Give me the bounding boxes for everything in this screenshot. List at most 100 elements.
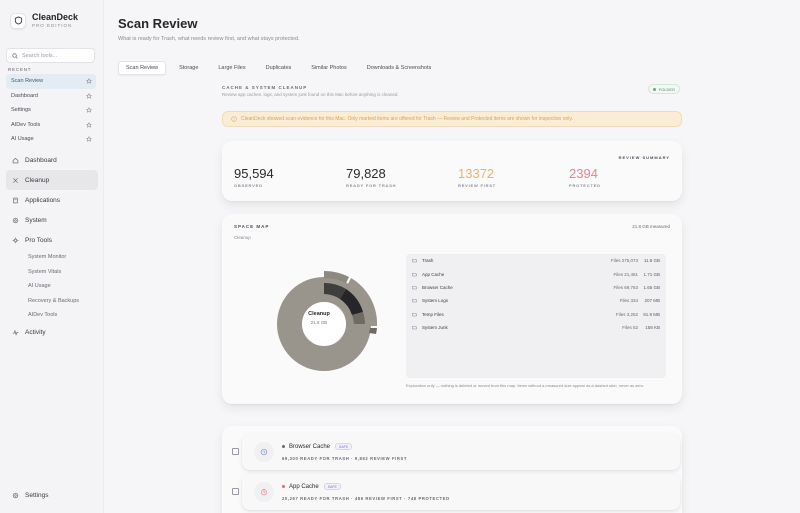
folder-row-app-cache[interactable]: App Cache Files 21,481 1.71 GB [406,267,666,280]
recent-item-settings[interactable]: Settings [6,103,96,118]
result-row[interactable]: App Cache SAFE 20,267 READY FOR TRASH · … [242,474,680,510]
tab-storage[interactable]: Storage [179,65,199,71]
stat-ready-for-trash: 79,828 READY FOR TRASH [346,167,396,189]
page-subtitle: What is ready for Trash, what needs revi… [118,36,300,42]
folder-row-browser-cache[interactable]: Browser Cache Files 69,763 1.65 GB [406,281,666,294]
warning-text: CleanDeck showed scan evidence for this … [241,116,573,122]
brand-logo-icon [10,12,26,29]
folder-size: 1.65 GB [643,284,660,290]
sub-item-ai-usage[interactable]: AI Usage [28,283,51,290]
recent-item-scan-review[interactable]: Scan Review [6,74,96,89]
folder-count: Files 275,073 [610,258,638,264]
tab-similar-photos[interactable]: Similar Photos [311,65,347,71]
nav-item-label: Dashboard [25,156,57,164]
result-title: App Cache SAFE [282,483,341,490]
tab-duplicates[interactable]: Duplicates [265,65,292,71]
donut-center-size: 21.8 GB [310,320,328,325]
stat-protected: 2394 PROTECTED [569,167,601,189]
sunburst-chart[interactable] [260,254,390,384]
summary-label: REVIEW SUMMARY [618,155,670,160]
stat-value: 13372 [458,166,495,181]
recent-item-dashboard[interactable]: Dashboard [6,89,96,104]
folder-icon [412,272,417,276]
space-map-card: SPACE MAP Cleanup 21.8 GB measured Clean… [222,214,682,404]
recent-item-label: AI Usage [11,136,34,143]
folder-icon [412,312,417,316]
folder-name: Browser Cache [422,284,453,290]
folder-badge[interactable]: FOLDER [647,84,680,94]
stat-label: REVIEW FIRST [458,183,497,188]
search-input[interactable] [22,52,92,59]
nav-item-cleanup[interactable]: Cleanup [6,170,98,190]
search-box [6,48,95,63]
nav-item-dashboard[interactable]: Dashboard [6,150,98,170]
result-meta: 20,267 READY FOR TRASH · 486 REVIEW FIRS… [282,496,450,501]
folder-name: System Junk [422,325,448,331]
star-icon[interactable] [86,121,92,128]
badge-label: FOLDER [658,86,675,92]
settings-label: Settings [25,492,49,499]
recent-label: RECENT [8,67,32,72]
folder-row-temp-files[interactable]: Temp Files Files 3,252 91.9 MB [406,308,666,321]
tab-bar: Scan Review Storage Large Files Duplicat… [118,61,444,75]
tab-scan-review[interactable]: Scan Review [118,61,167,75]
gear-icon [12,217,19,223]
select-checkbox[interactable] [232,448,239,455]
folder-name: App Cache [422,271,445,277]
nav-item-label: Cleanup [25,176,50,184]
star-icon[interactable] [86,92,92,99]
nav-item-pro-tools[interactable]: Pro Tools [6,230,98,250]
main-nav: Dashboard Cleanup Applications System Pr… [6,150,98,343]
brand: CleanDeck PRO EDITION [10,12,78,29]
gear-icon [12,492,19,499]
star-icon[interactable] [86,78,92,85]
stat-label: PROTECTED [569,183,601,188]
space-map-total: 21.8 GB measured [632,224,670,229]
sparkle-icon [13,177,18,183]
recent-item-ai-usage[interactable]: AI Usage [6,132,96,147]
sub-item-recovery-backups[interactable]: Recovery & Backups [28,297,80,304]
folder-count: Files 52 [622,325,638,331]
settings-icon [12,237,19,243]
result-meta: 69,300 READY FOR TRASH · 9,862 REVIEW FI… [282,456,408,461]
nav-item-applications[interactable]: Applications [6,190,98,210]
donut-segment-trash [324,282,346,299]
result-row[interactable]: Browser Cache SAFE 69,300 READY FOR TRAS… [242,434,680,470]
donut-outer-arc-3 [369,328,377,334]
folder-size: 91.9 MB [643,311,660,317]
folder-size: 158 KB [645,325,660,331]
bullet-icon [282,445,285,448]
warning-icon [231,116,237,122]
timer-icon [254,482,274,502]
folder-size: 11.8 GB [643,258,660,264]
search-icon [12,52,18,59]
folder-row-trash[interactable]: Trash Files 275,073 11.8 GB [406,254,666,267]
sidebar: CleanDeck PRO EDITION RECENT Scan Review… [0,0,104,513]
donut-segment-browser-cache [352,312,365,324]
star-icon[interactable] [86,107,92,114]
recent-item-aidev-tools[interactable]: AIDev Tools [6,118,96,133]
folder-count: Files 21,481 [613,271,638,277]
brand-name: CleanDeck [32,12,79,22]
recent-item-label: Settings [11,107,31,114]
tab-large-files[interactable]: Large Files [218,65,246,71]
clock-icon [254,442,274,462]
safe-tag: SAFE [323,483,341,490]
sub-item-system-monitor[interactable]: System Monitor [28,254,67,261]
folder-icon [412,259,417,263]
nav-item-label: Pro Tools [25,236,52,244]
page-title: Scan Review [118,16,198,31]
sub-item-aidev-tools[interactable]: AIDev Tools [28,312,58,319]
settings-button[interactable]: Settings [12,492,49,499]
nav-item-activity[interactable]: Activity [6,323,98,343]
select-checkbox[interactable] [232,488,239,495]
folder-row-system-logs[interactable]: System Logs Files 334 207 MB [406,294,666,307]
nav-item-system[interactable]: System [6,210,98,230]
stat-value: 95,594 [234,166,274,181]
tab-downloads-screenshots[interactable]: Downloads & Screenshots [366,65,432,71]
sub-item-system-vitals[interactable]: System Vitals [28,268,62,275]
star-icon[interactable] [86,136,92,143]
nav-item-label: Applications [25,196,61,204]
folder-row-system-junk[interactable]: System Junk Files 52 158 KB [406,321,666,334]
result-name: Browser Cache [289,443,331,450]
